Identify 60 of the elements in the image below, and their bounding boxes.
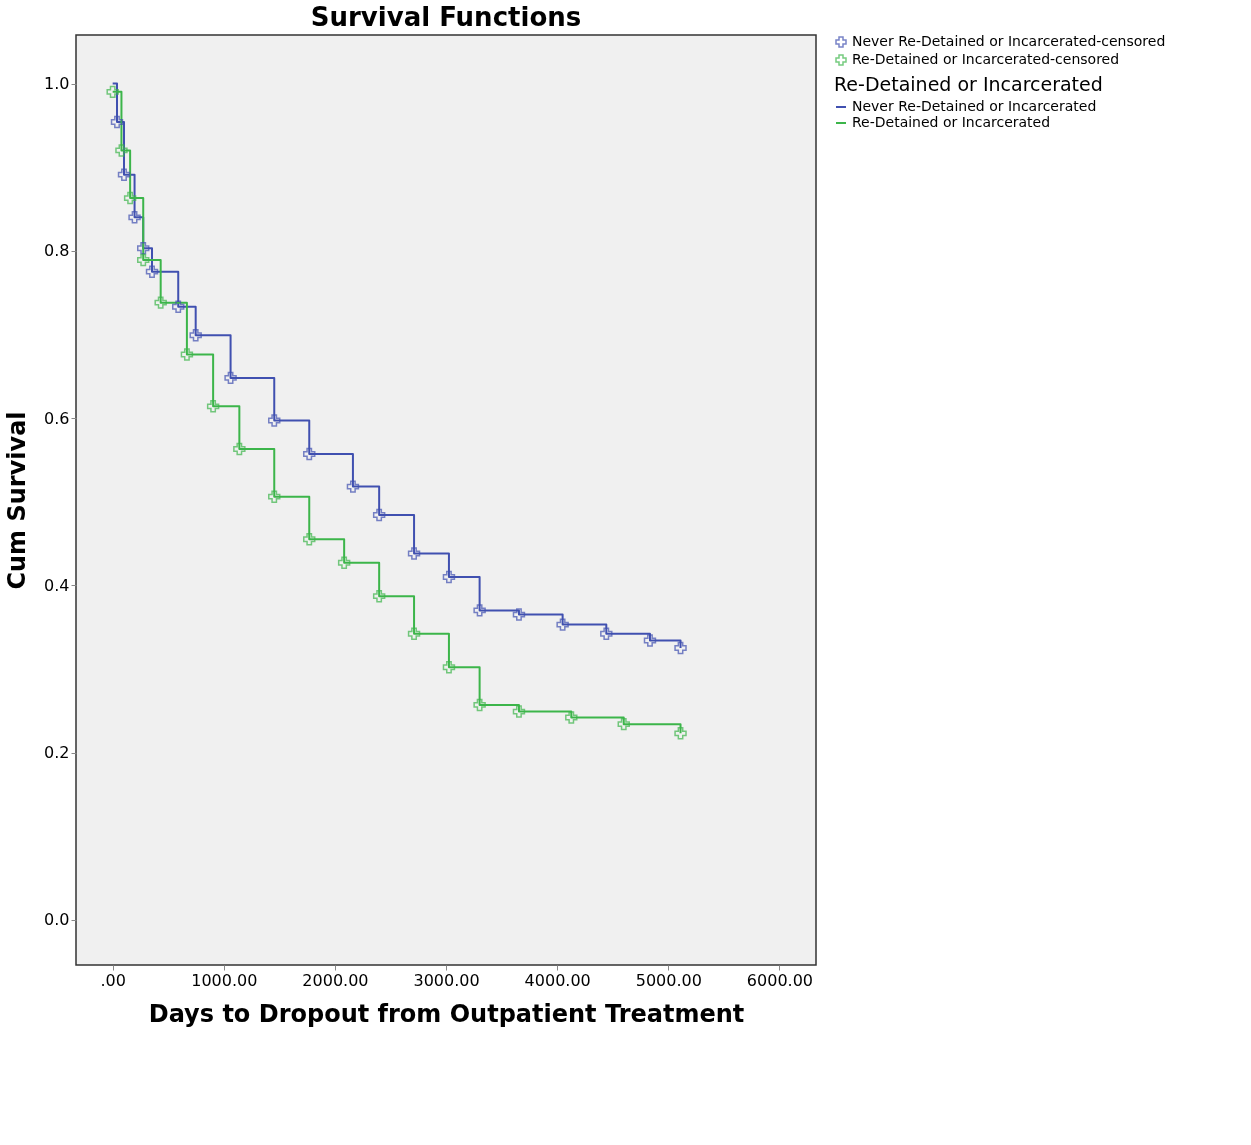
x-tick-label: 2000.00 xyxy=(302,970,369,990)
y-tick-label: 0.6 xyxy=(44,408,70,428)
point xyxy=(303,533,316,546)
point xyxy=(674,727,687,740)
point xyxy=(224,371,237,385)
x-tick-label: .00 xyxy=(100,970,126,990)
point xyxy=(337,556,351,569)
point xyxy=(372,589,386,603)
legend-label: Never Re-Detained or Incarcerated xyxy=(852,98,1097,114)
point xyxy=(442,661,456,674)
point xyxy=(407,627,421,641)
y-tick-label: 0.8 xyxy=(44,241,70,261)
point xyxy=(115,144,128,157)
y-tick-label: 0.4 xyxy=(44,575,70,595)
x-tick-label: 6000.00 xyxy=(746,970,814,990)
y-axis-title: Cum Survival xyxy=(3,411,32,590)
point xyxy=(154,296,167,309)
point xyxy=(110,115,124,129)
point xyxy=(346,480,360,493)
point xyxy=(180,348,194,361)
point xyxy=(206,400,220,413)
point xyxy=(617,717,630,731)
point xyxy=(407,547,421,560)
point xyxy=(442,570,456,584)
point xyxy=(268,490,281,503)
point xyxy=(268,414,281,427)
point xyxy=(643,634,657,647)
point xyxy=(600,627,613,641)
y-tick-label: 1.0 xyxy=(44,74,70,94)
point xyxy=(303,447,316,461)
legend-label: Re-Detained or Incarcerated-censored xyxy=(852,51,1120,67)
point xyxy=(512,705,526,718)
point xyxy=(565,711,578,724)
x-tick-label: 3000.00 xyxy=(413,970,480,990)
legend-label: Never Re-Detained or Incarcerated-censored xyxy=(852,33,1166,49)
x-axis-title: Days to Dropout from Outpatient Treatment xyxy=(148,999,745,1028)
x-tick-label: 5000.00 xyxy=(635,970,702,990)
y-tick-label: 0.0 xyxy=(44,910,70,930)
point xyxy=(128,211,141,224)
point xyxy=(117,168,131,181)
point xyxy=(233,442,246,456)
legend-label: Re-Detained or Incarcerated xyxy=(852,114,1051,130)
point xyxy=(137,253,150,267)
point xyxy=(172,300,185,314)
point xyxy=(473,698,486,712)
x-tick-label: 1000.00 xyxy=(191,970,258,990)
point xyxy=(189,329,202,342)
point xyxy=(372,508,386,522)
point xyxy=(674,641,687,655)
point xyxy=(106,85,119,99)
point xyxy=(556,618,569,631)
x-tick-label: 4000.00 xyxy=(524,970,591,990)
point xyxy=(512,608,526,621)
legend-title: Re-Detained or Incarcerated xyxy=(834,73,1103,95)
point xyxy=(473,604,486,617)
chart-title: Survival Functions xyxy=(310,2,582,32)
y-tick-label: 0.2 xyxy=(44,743,70,763)
point xyxy=(137,242,150,255)
point xyxy=(123,191,137,205)
point xyxy=(145,265,159,278)
